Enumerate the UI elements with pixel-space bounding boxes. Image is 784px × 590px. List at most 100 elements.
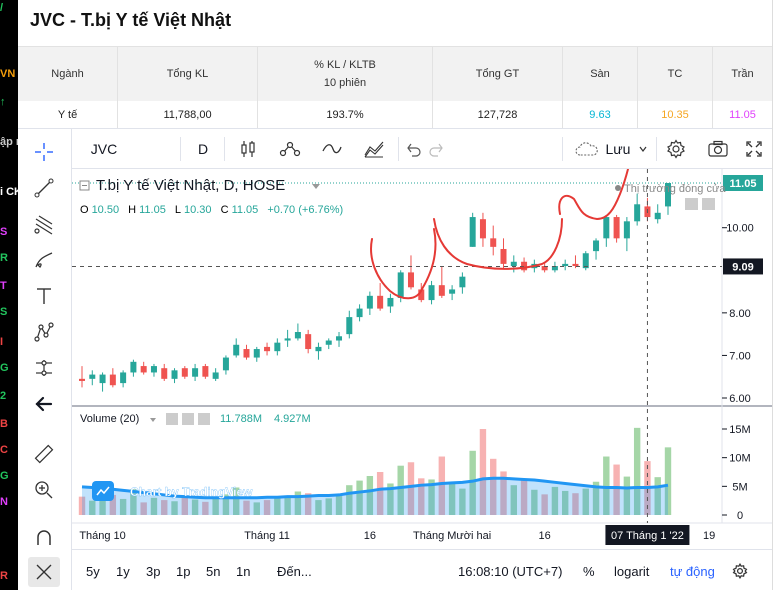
volume-legend-label: Volume (20) bbox=[80, 413, 139, 425]
forecast-tool-icon[interactable] bbox=[28, 353, 60, 383]
compare-icon[interactable] bbox=[312, 129, 352, 169]
price-tick-label: 7.00 bbox=[729, 350, 750, 362]
candle bbox=[212, 368, 219, 381]
header-label: Tổng KL bbox=[166, 68, 209, 80]
time-axis: Tháng 10 Tháng 11 16 Tháng Mười hai 16 19 bbox=[79, 530, 715, 542]
arrow-up-down-icon[interactable] bbox=[702, 198, 715, 210]
left-strip-fragment: G bbox=[0, 362, 9, 374]
candle-body bbox=[161, 368, 168, 379]
volume-bar bbox=[243, 500, 250, 515]
range-5n-button[interactable]: 5n bbox=[206, 563, 221, 579]
indicators-icon[interactable] bbox=[270, 129, 310, 169]
volume-bar bbox=[551, 486, 559, 515]
redo-icon[interactable] bbox=[422, 129, 452, 169]
brush-tool-icon[interactable] bbox=[28, 245, 60, 275]
magnet-icon[interactable] bbox=[28, 523, 60, 553]
camera-icon[interactable] bbox=[700, 129, 736, 169]
legend-dropdown-icon[interactable] bbox=[312, 184, 320, 189]
candle bbox=[243, 344, 250, 360]
candle-body bbox=[377, 295, 384, 309]
volume-bar bbox=[603, 456, 610, 515]
volume-remove-icon[interactable] bbox=[198, 413, 210, 425]
undo-icon[interactable] bbox=[398, 129, 428, 169]
candle-body bbox=[634, 204, 641, 222]
candle-body bbox=[654, 212, 661, 220]
volume-bar bbox=[130, 489, 137, 515]
candle-body bbox=[284, 338, 291, 341]
symbol-search-button[interactable]: JVC bbox=[90, 141, 118, 157]
candle-body bbox=[325, 340, 332, 345]
candle-body bbox=[613, 217, 620, 239]
pattern-tool-icon[interactable] bbox=[28, 317, 60, 347]
candle-body bbox=[192, 368, 199, 377]
volume-dropdown-icon[interactable] bbox=[150, 418, 156, 422]
candle-body bbox=[222, 357, 229, 371]
auto-scale-button[interactable]: tự động bbox=[670, 563, 715, 579]
fullscreen-icon[interactable] bbox=[736, 129, 772, 169]
fib-tool-icon[interactable] bbox=[28, 209, 60, 239]
visibility-eye-icon[interactable] bbox=[166, 413, 178, 425]
log-scale-button[interactable]: logarit bbox=[614, 563, 650, 579]
price-pane[interactable] bbox=[72, 169, 722, 405]
trend-line-tool-icon[interactable] bbox=[28, 173, 60, 203]
candle bbox=[140, 361, 147, 375]
chart-type-icon[interactable] bbox=[228, 129, 268, 169]
left-strip-fragment: G bbox=[0, 470, 9, 482]
volume-bar bbox=[233, 487, 240, 515]
volume-bar bbox=[109, 494, 117, 515]
candle-body bbox=[541, 266, 548, 271]
lock-drawings-icon[interactable] bbox=[28, 557, 60, 587]
range-5y-button[interactable]: 5y bbox=[86, 563, 100, 579]
legend-title: T.bị Y tế Việt Nhật, D, HOSE bbox=[96, 177, 285, 194]
chart-settings-gear-icon[interactable] bbox=[732, 550, 748, 590]
left-strip-fragment: N bbox=[0, 496, 8, 508]
candle-body bbox=[89, 374, 96, 379]
left-strip-fragment: C bbox=[0, 444, 8, 456]
volume-bar bbox=[479, 429, 487, 515]
interval-button[interactable]: D bbox=[197, 141, 209, 157]
candle bbox=[109, 368, 116, 388]
market-status: Thị trường đóng cửa bbox=[624, 183, 726, 195]
save-button[interactable]: Lưu bbox=[566, 129, 656, 169]
candle bbox=[130, 359, 137, 377]
page-title: JVC - T.bị Y tế Việt Nhật bbox=[30, 10, 232, 30]
range-1p-button[interactable]: 1p bbox=[176, 563, 191, 579]
zoom-in-icon[interactable] bbox=[28, 475, 60, 505]
volume-bar bbox=[78, 496, 86, 515]
volume-settings-icon[interactable] bbox=[182, 413, 194, 425]
toolbar-divider bbox=[562, 137, 563, 161]
left-strip-fragment: T bbox=[0, 280, 7, 292]
candle-body bbox=[366, 295, 373, 309]
range-3p-button[interactable]: 3p bbox=[146, 563, 161, 579]
header-label: % KL / KLTB bbox=[314, 59, 376, 71]
chart-legend: T.bị Y tế Việt Nhật, D, HOSE O 10.50 H 11.… bbox=[79, 177, 726, 216]
candle bbox=[315, 342, 322, 360]
back-arrow-icon[interactable] bbox=[28, 389, 60, 419]
templates-icon[interactable] bbox=[354, 129, 394, 169]
clock-timezone[interactable]: 16:08:10 (UTC+7) bbox=[458, 563, 563, 579]
volume-bar bbox=[294, 491, 302, 515]
range-1n-button[interactable]: 1n bbox=[236, 563, 251, 579]
arrow-down-icon[interactable] bbox=[685, 198, 698, 210]
candle-body bbox=[274, 342, 281, 352]
header-sublabel: 10 phiên bbox=[323, 77, 367, 89]
candle bbox=[305, 329, 312, 354]
goto-date-button[interactable]: Đến... bbox=[277, 563, 312, 579]
candle-body bbox=[500, 248, 507, 264]
volume-ma-area bbox=[82, 478, 668, 515]
text-tool-icon[interactable] bbox=[28, 281, 60, 311]
candle-body bbox=[109, 374, 116, 386]
volume-bar bbox=[325, 498, 332, 515]
ruler-tool-icon[interactable] bbox=[28, 439, 60, 469]
range-1y-button[interactable]: 1y bbox=[116, 563, 130, 579]
candle-body bbox=[181, 368, 188, 377]
volume-bar bbox=[459, 488, 466, 515]
cloud-icon bbox=[574, 142, 598, 156]
settings-gear-icon[interactable] bbox=[658, 129, 694, 169]
crosshair-tool-icon[interactable] bbox=[28, 137, 60, 167]
candle bbox=[634, 193, 641, 226]
percent-scale-button[interactable]: % bbox=[583, 563, 595, 579]
chevron-down-icon bbox=[639, 146, 647, 152]
header-label: Sàn bbox=[590, 68, 610, 80]
